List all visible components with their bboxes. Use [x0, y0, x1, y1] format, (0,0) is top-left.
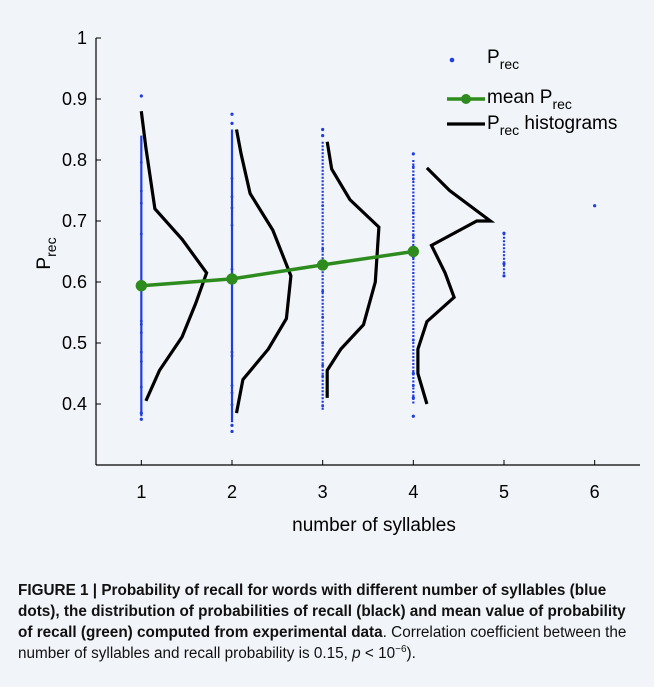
caption-p-symbol: p [352, 645, 361, 662]
prec-dot [139, 331, 143, 335]
prec-dot [139, 322, 143, 326]
prec-dot [593, 204, 597, 208]
x-tick-label: 5 [499, 482, 509, 502]
prec-dot [230, 403, 234, 407]
prec-dot [321, 341, 325, 345]
x-tick-label: 1 [136, 482, 146, 502]
prec-dot [230, 267, 234, 271]
prec-dot [139, 319, 143, 323]
prec-dot [139, 350, 143, 354]
prec-dot [139, 161, 143, 164]
prec-dot [230, 423, 234, 427]
prec-dot [411, 165, 415, 169]
plot-area [135, 94, 597, 434]
prec-dot [411, 234, 415, 237]
prec-dot [321, 315, 325, 319]
prec-dot [321, 363, 325, 367]
prec-dot [230, 112, 234, 116]
x-tick-label: 6 [590, 482, 600, 502]
prec-dot [139, 360, 143, 363]
mean-prec-point [226, 273, 238, 285]
prec-dot [321, 127, 325, 132]
prec-dot [139, 385, 143, 389]
prec-dot [411, 338, 415, 342]
prec-dot [139, 232, 143, 236]
prec-dot [230, 121, 234, 125]
prec-dot [411, 371, 415, 376]
prec-dot [321, 290, 325, 293]
y-tick-label: 0.5 [62, 333, 87, 353]
caption-label: FIGURE 1 | Probability of recall for wor… [18, 582, 626, 641]
prec-dot [411, 152, 415, 156]
prec-dot [321, 204, 325, 208]
prec-dot [139, 411, 143, 415]
prec-histogram-curve [416, 166, 496, 405]
x-tick-label: 4 [408, 482, 418, 502]
prec-dot [411, 396, 415, 400]
y-tick-label: 0.4 [62, 394, 87, 414]
prec-dot [230, 391, 234, 395]
y-tick-label: 0.9 [62, 89, 87, 109]
axes: 0.4 0.5 0.6 0.7 0.8 0.9 1 1 2 3 4 5 6 number of sylla… [34, 28, 640, 536]
legend-prec-label: Prec [487, 47, 519, 72]
prec-dot [321, 374, 325, 378]
figure-caption: FIGURE 1 | Probability of recall for wor… [18, 580, 640, 664]
y-axis-title: Prec [34, 237, 59, 269]
caption-text-a: . Correlation coefficient between the nu… [18, 624, 627, 662]
prec-dot [411, 211, 415, 215]
prec-dot [230, 384, 234, 388]
prec-dot [230, 429, 234, 434]
mean-prec-point [135, 279, 148, 292]
y-tick-label: 0.7 [62, 211, 87, 231]
prec-dot [502, 262, 506, 266]
prec-histogram-curve [139, 111, 209, 402]
prec-dot [230, 176, 234, 180]
caption-exponent: −6 [395, 643, 407, 655]
prec-dot [502, 274, 506, 278]
legend-mean-label: mean Prec [487, 87, 572, 112]
y-tick-label: 1 [77, 28, 87, 48]
y-tick-label: 0.8 [62, 150, 87, 170]
caption-text-b: < 10 [360, 645, 396, 662]
legend-mean-marker-point [461, 94, 471, 104]
prec-dot [321, 247, 325, 251]
y-tick-label: 0.6 [62, 272, 87, 292]
mean-prec-line [141, 249, 414, 288]
prec-dot [139, 417, 143, 421]
mean-prec-point [316, 259, 329, 271]
chart: 0.4 0.5 0.6 0.7 0.8 0.9 1 1 2 3 4 5 6 number of sylla… [34, 28, 640, 536]
prec-dot [411, 384, 415, 387]
x-tick-label: 3 [318, 482, 328, 502]
mean-prec-point [407, 245, 420, 258]
legend-hist-label: Prec histograms [487, 113, 617, 138]
prec-dot [230, 354, 234, 358]
prec-dot [502, 231, 506, 235]
prec-dot [139, 189, 143, 193]
prec-histogram-curve [325, 141, 381, 398]
prec-dot [230, 206, 234, 210]
prec-dot [321, 404, 325, 408]
prec-dot [139, 94, 143, 98]
x-axis-title: number of syllables [292, 515, 456, 536]
prec-dot [230, 350, 234, 354]
prec-dot [411, 177, 415, 181]
prec-histogram-curve [234, 129, 293, 414]
caption-text-c: ). [406, 645, 416, 662]
prec-dot [321, 134, 325, 138]
prec-dot [411, 414, 415, 418]
prec-dot [230, 195, 234, 199]
prec-dot [230, 223, 234, 227]
prec-dot [139, 201, 143, 205]
x-tick-label: 2 [227, 482, 237, 502]
legend-prec-marker [449, 57, 455, 63]
